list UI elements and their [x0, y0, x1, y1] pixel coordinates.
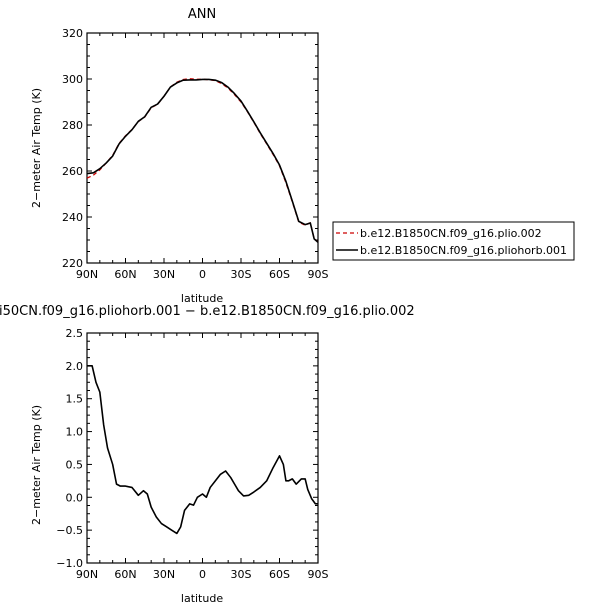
top-x-axis-label: latitude: [181, 292, 223, 305]
bottom-panel: i50CN.f09_g16.pliohorb.001 − b.e12.B1850…: [0, 304, 415, 605]
top-y-tick-label: 220: [62, 257, 83, 270]
bottom-plot-frame: [86, 332, 319, 564]
bottom-y-tick-label: −0.5: [56, 524, 83, 537]
top-plot-area: 90N 60N 30N 0 30S 60S 90S 220 240 260 280 300 320: [62, 27, 329, 281]
legend-label-pliohorb: b.e12.B1850CN.f09_g16.pliohorb.001: [360, 244, 567, 257]
bottom-x-tick-label: 0: [199, 568, 206, 581]
top-x-tick-label: 30S: [231, 268, 252, 281]
top-y-tick-label: 280: [62, 119, 83, 132]
bottom-y-tick-label: 0.5: [66, 458, 84, 471]
bottom-x-tick-label: 90N: [76, 568, 98, 581]
top-y-tick-label: 300: [62, 73, 83, 86]
top-x-tick-label: 90N: [76, 268, 98, 281]
bottom-y-tick-label: −1.0: [56, 557, 83, 570]
bottom-x-tick-label: 30N: [153, 568, 175, 581]
legend-label-plio: b.e12.B1850CN.f09_g16.plio.002: [360, 227, 542, 240]
bottom-x-tick-label: 30S: [231, 568, 252, 581]
bottom-x-tick-label: 60S: [269, 568, 290, 581]
bottom-y-axis-label: 2−meter Air Temp (K): [30, 405, 43, 525]
bottom-x-axis-label: latitude: [181, 592, 223, 605]
bottom-series-0-line: [87, 365, 318, 535]
top-x-tick-label: 90S: [308, 268, 329, 281]
top-panel: ANN 90N 60N 30N 0 30S 60S 90S 220 240 260 280 300 32…: [30, 7, 329, 305]
bottom-plot-area: 90N 60N 30N 0 30S 60S 90S −1.0 −0.5 0.0 0.5 1.0 1.5 2…: [56, 327, 328, 581]
top-series-1-line: [86, 78, 319, 243]
top-x-tick-label: 60S: [269, 268, 290, 281]
bottom-y-tick-label: 2.0: [66, 360, 84, 373]
top-x-tick-label: 0: [199, 268, 206, 281]
bottom-y-tick-label: 0.0: [66, 491, 84, 504]
bottom-x-tick-label: 60N: [114, 568, 136, 581]
legend: b.e12.B1850CN.f09_g16.plio.002 b.e12.B18…: [332, 221, 575, 261]
top-x-tick-label: 30N: [153, 268, 175, 281]
bottom-y-tick-label: 1.5: [66, 393, 84, 406]
top-series-0-line: [86, 78, 319, 243]
top-y-tick-label: 240: [62, 211, 83, 224]
top-y-tick-label: 320: [62, 27, 83, 40]
top-chart-title: ANN: [188, 7, 216, 22]
top-x-tick-label: 60N: [114, 268, 136, 281]
legend-box: [332, 221, 575, 261]
top-plot-frame: [86, 32, 319, 264]
bottom-y-tick-label: 1.0: [66, 426, 84, 439]
top-y-axis-label: 2−meter Air Temp (K): [30, 88, 43, 208]
top-y-tick-label: 260: [62, 165, 83, 178]
bottom-y-tick-label: 2.5: [66, 327, 84, 340]
bottom-x-tick-label: 90S: [308, 568, 329, 581]
bottom-chart-title: i50CN.f09_g16.pliohorb.001 − b.e12.B1850…: [0, 304, 415, 319]
